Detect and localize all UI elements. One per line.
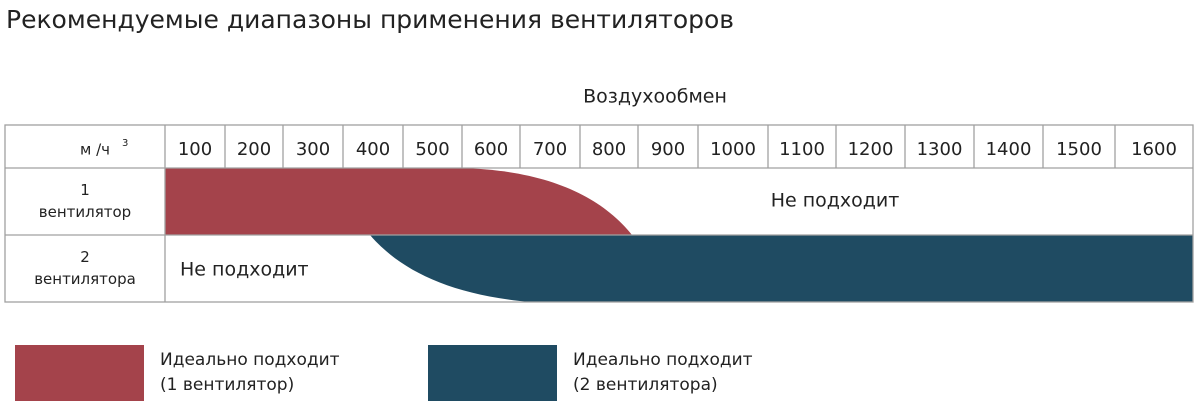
legend-label: (1 вентилятор) (160, 375, 294, 395)
unit-sup: 3 (122, 138, 128, 149)
row-label: вентилятора (34, 270, 136, 288)
table-grid (4, 124, 1194, 303)
column-header: 1600 (1131, 139, 1177, 160)
column-header: 700 (533, 139, 567, 160)
column-header: 100 (178, 139, 212, 160)
legend-label: Идеально подходит (160, 350, 340, 370)
column-header: 600 (474, 139, 508, 160)
row-label: 2 (80, 248, 90, 266)
column-header: 1200 (848, 139, 894, 160)
row-note: Не подходит (180, 259, 309, 281)
column-header: 500 (415, 139, 449, 160)
row-label: вентилятор (39, 203, 131, 221)
column-header: 1100 (779, 139, 825, 160)
legend-label: (2 вентилятора) (573, 375, 718, 395)
legend-swatch (428, 345, 557, 401)
axis-label: Воздухообмен (583, 86, 727, 108)
column-header: 1400 (986, 139, 1032, 160)
unit: м /ч (80, 141, 110, 159)
table-border (4, 124, 1194, 303)
row-label: 1 (80, 181, 90, 199)
column-header: 300 (296, 139, 330, 160)
column-header: 400 (356, 139, 390, 160)
area-two-fans (370, 235, 1193, 302)
column-header: 1500 (1056, 139, 1102, 160)
area-one-fan (165, 168, 632, 235)
legend-label: Идеально подходит (573, 350, 753, 370)
title: Рекомендуемые диапазоны применения венти… (6, 5, 734, 34)
column-header: 200 (237, 139, 271, 160)
row-note: Не подходит (771, 190, 900, 212)
column-header: 1300 (917, 139, 963, 160)
column-header: 900 (651, 139, 685, 160)
legend-swatch (15, 345, 144, 401)
column-header: 800 (592, 139, 626, 160)
column-header: 1000 (710, 139, 756, 160)
